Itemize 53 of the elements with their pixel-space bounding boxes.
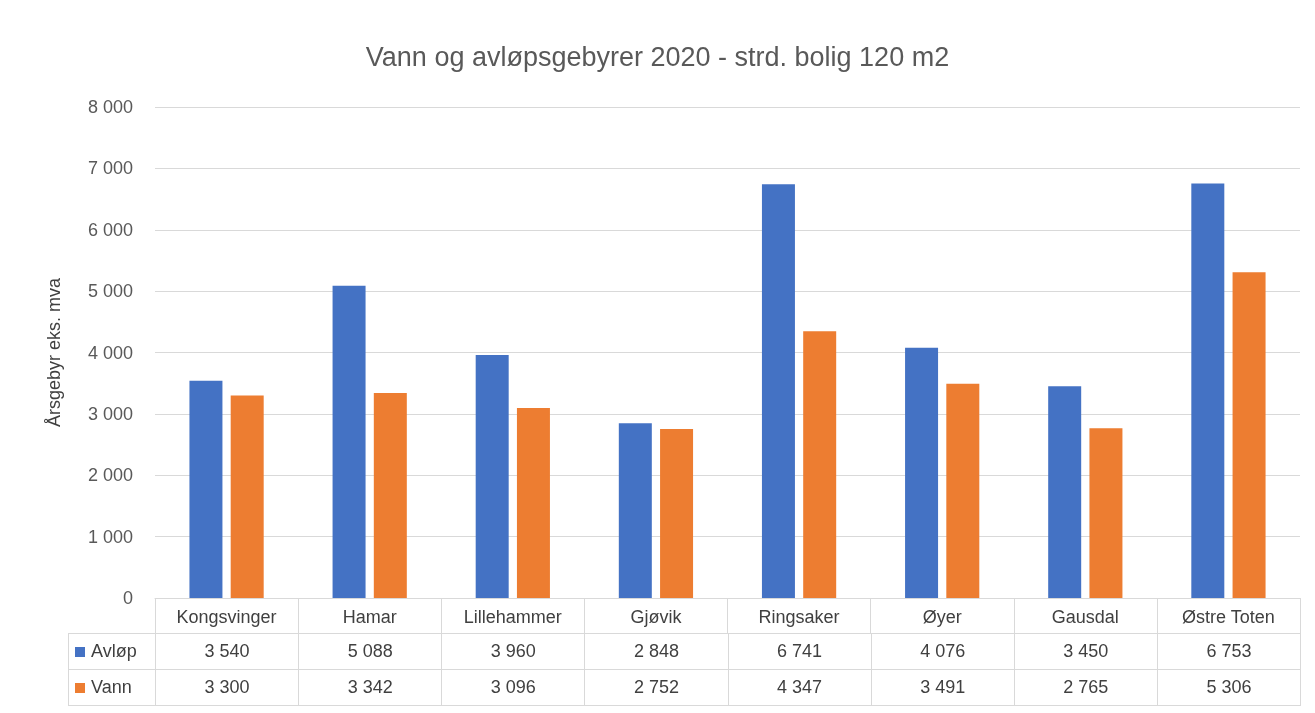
data-label: 6 753 [1157, 633, 1301, 670]
data-label: 2 848 [584, 633, 728, 670]
y-axis-title: Årsgebyr eks. mva [44, 276, 64, 428]
y-tick-label: 3 000 [87, 403, 133, 424]
y-tick-label: 6 000 [87, 219, 133, 240]
x-tick-label: Øyer [922, 607, 962, 627]
y-tick-label: 0 [122, 588, 133, 608]
data-label: 2 752 [584, 669, 728, 706]
x-tick-label: Hamar [342, 607, 397, 627]
x-tick-label: Gjøvik [630, 607, 683, 627]
bar [516, 407, 550, 598]
bar [332, 285, 366, 598]
bar [618, 423, 652, 598]
data-label: 3 960 [441, 633, 585, 670]
x-tick-label: Ringsaker [758, 607, 840, 627]
bar [660, 429, 694, 598]
bar [1089, 428, 1123, 598]
y-tick-label: 8 000 [87, 97, 133, 117]
data-label: 5 306 [1157, 669, 1301, 706]
bar [1048, 386, 1082, 598]
bar [761, 184, 795, 598]
y-tick-label: 5 000 [87, 281, 133, 302]
y-tick-label: 2 000 [87, 465, 133, 486]
data-label: 6 741 [728, 633, 872, 670]
data-label: 3 450 [1014, 633, 1158, 670]
x-tick-label: Gausdal [1051, 607, 1119, 627]
data-label: 4 347 [728, 669, 872, 706]
legend-label: Avløp [68, 633, 156, 670]
data-label: 4 076 [871, 633, 1015, 670]
bar [1232, 272, 1266, 598]
data-label: 2 765 [1014, 669, 1158, 706]
x-tick-label: Lillehammer [463, 607, 562, 627]
y-tick-label: 4 000 [87, 342, 133, 363]
bar [946, 383, 980, 598]
x-tick-label: Østre Toten [1182, 607, 1275, 627]
data-label: 3 491 [871, 669, 1015, 706]
data-label: 3 300 [155, 669, 299, 706]
data-label: 3 342 [298, 669, 442, 706]
y-tick-label: 7 000 [87, 158, 133, 179]
x-tick-label: Kongsvinger [176, 607, 277, 627]
bar [1191, 183, 1225, 598]
bar [905, 347, 939, 598]
data-label: 5 088 [298, 633, 442, 670]
legend-label: Vann [68, 669, 156, 706]
data-label: 3 540 [155, 633, 299, 670]
y-tick-label: 1 000 [87, 526, 133, 547]
bar [475, 354, 509, 598]
bar [230, 395, 264, 598]
bar [803, 331, 837, 598]
bar [189, 380, 223, 598]
chart-title: Vann og avløpsgebyrer 2020 - strd. bolig 120 m2 [365, 41, 950, 72]
data-label: 3 096 [441, 669, 585, 706]
bar [373, 392, 407, 598]
